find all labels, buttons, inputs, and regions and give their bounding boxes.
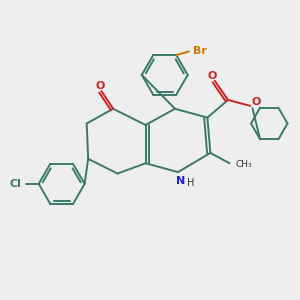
Text: Br: Br (193, 46, 207, 56)
Text: Cl: Cl (9, 179, 21, 189)
Text: CH₃: CH₃ (236, 160, 253, 169)
Text: O: O (95, 81, 105, 91)
Text: N: N (176, 176, 185, 186)
Text: O: O (208, 70, 217, 80)
Text: H: H (187, 178, 194, 188)
Text: O: O (252, 97, 261, 107)
